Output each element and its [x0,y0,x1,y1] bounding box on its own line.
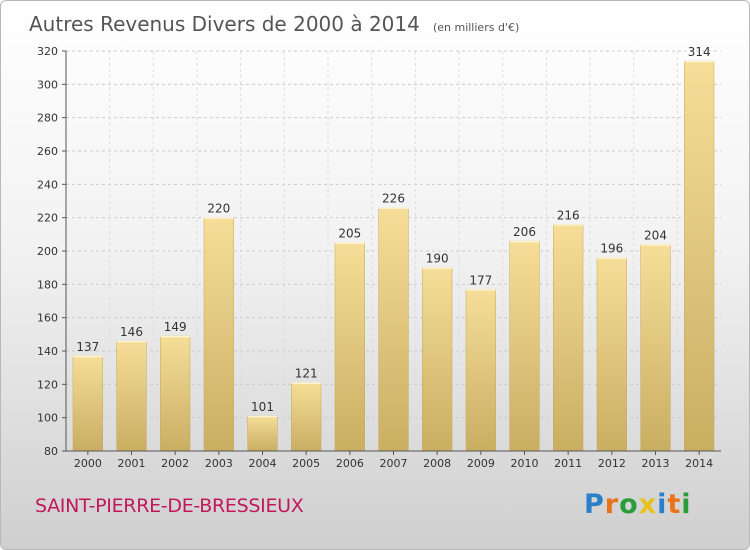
y-tick-label: 140 [37,345,58,358]
logo-letter: i [681,489,692,520]
bar-2007 [378,207,409,452]
bar-2003 [203,217,234,452]
x-tick-label: 2012 [598,457,626,470]
bar-2000 [72,355,103,452]
axes: 80 100 120 140 160 180 200 220 240 260 280 300 320 20… [37,45,721,470]
value-label: 190 [426,252,449,266]
y-tick-label: 320 [37,45,58,58]
x-tick-label: 2002 [161,457,189,470]
value-label: 314 [688,45,711,59]
bar-2002 [160,335,191,452]
bar-2014 [684,60,715,452]
y-tick-label: 100 [37,412,58,425]
x-tick-label: 2004 [249,457,277,470]
value-label: 206 [513,225,536,239]
x-tick-label: 2014 [685,457,713,470]
logo-letter: x [638,489,658,520]
x-tick-label: 2001 [118,457,146,470]
x-tick-label: 2003 [205,457,233,470]
x-tick-label: 2013 [642,457,670,470]
value-label: 196 [600,242,623,256]
value-label: 177 [469,273,492,287]
bar-2005 [291,382,322,452]
bar-2009 [465,289,496,452]
y-tick-label: 180 [37,278,58,291]
bars: 137 146 149 220 101 121 205 226 190 177 206 216 196 2… [72,45,715,452]
x-tick-label: 2010 [511,457,539,470]
logo-letter: i [657,489,668,520]
bar-2013 [640,244,671,452]
y-tick-label: 120 [37,378,58,391]
grid [66,50,721,451]
value-label: 220 [207,202,230,216]
chart-title: Autres Revenus Divers de 2000 à 2014 (en… [29,12,519,36]
commune-name: SAINT-PIERRE-DE-BRESSIEUX [35,495,304,517]
value-label: 149 [164,320,187,334]
x-tick-label: 2005 [292,457,320,470]
y-tick-label: 200 [37,245,58,258]
y-tick-label: 160 [37,312,58,325]
y-tick-label: 280 [37,112,58,125]
y-tick-label: 260 [37,145,58,158]
y-tick-label: 300 [37,78,58,91]
bar-2011 [553,224,584,452]
y-tick-label: 80 [44,445,58,458]
bar-2010 [509,240,540,452]
bar-2012 [596,257,627,452]
value-label: 216 [557,208,580,222]
value-label: 226 [382,192,405,206]
value-label: 101 [251,400,274,414]
value-label: 204 [644,228,667,242]
logo-letter: o [619,489,639,520]
value-label: 137 [76,340,99,354]
x-tick-label: 2006 [336,457,364,470]
x-tick-label: 2008 [423,457,451,470]
value-label: 146 [120,325,143,339]
bar-2006 [334,242,365,452]
logo-letter: P [584,489,605,520]
x-tick-label: 2000 [74,457,102,470]
bar-2001 [116,340,147,452]
y-tick-label: 240 [37,178,58,191]
x-tick-label: 2011 [554,457,582,470]
value-label: 121 [295,367,318,381]
bar-2008 [422,267,453,452]
y-tick-label: 220 [37,212,58,225]
value-label: 205 [338,227,361,241]
bar-2004 [247,415,278,452]
proxiti-logo: Proxiti [584,489,692,520]
logo-letter: r [604,489,620,520]
x-tick-label: 2007 [380,457,408,470]
logo-letter: t [667,489,682,520]
x-tick-label: 2009 [467,457,495,470]
